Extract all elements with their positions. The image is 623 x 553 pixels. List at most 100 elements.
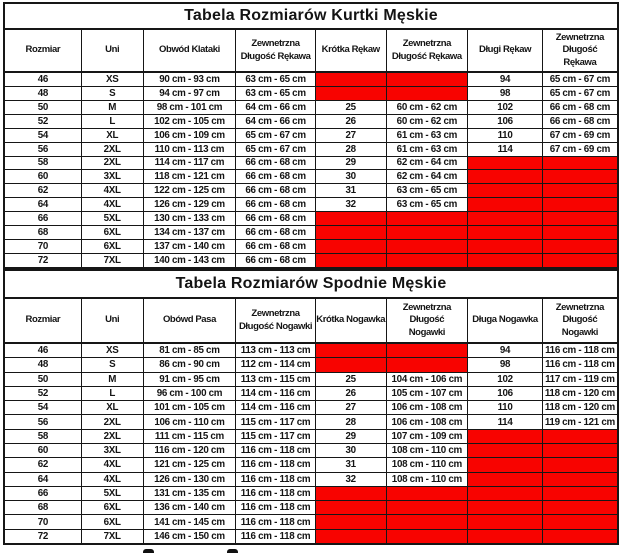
value-cell: 116 cm - 118 cm [236,486,316,501]
unavailable-cell [468,458,543,472]
unavailable-cell [542,529,617,543]
value-cell: 94 [468,73,543,86]
table-row: 62 4XL 122 cm - 125 cm 66 cm - 68 cm 31 63 cm… [5,184,617,199]
value-cell: 64 cm - 66 cm [236,100,316,114]
value-cell: 146 cm - 150 cm [144,529,237,543]
table-row: 54 XL 101 cm - 105 cm 114 cm - 116 cm 27 106 … [5,401,617,416]
value-cell: 108 cm - 110 cm [387,458,469,472]
table-row: 68 6XL 136 cm - 140 cm 116 cm - 118 cm [5,501,617,516]
value-cell: 114 cm - 116 cm [236,386,316,401]
value-cell: 110 cm - 113 cm [144,142,237,156]
value-cell: 96 cm - 100 cm [144,386,237,401]
unavailable-cell [468,253,543,267]
value-cell: 106 cm - 108 cm [387,415,469,429]
value-cell: 108 cm - 110 cm [387,472,469,486]
value-cell: 98 [468,86,543,100]
unavailable-cell [468,515,543,529]
value-cell: 4XL [82,184,144,198]
value-cell: 106 [468,114,543,128]
value-cell: 113 cm - 113 cm [236,344,316,358]
unavailable-cell [315,501,387,515]
unavailable-cell [315,253,387,267]
value-cell: 131 cm - 135 cm [144,486,237,501]
unavailable-cell [542,429,617,443]
value-cell: 25 [316,100,387,114]
value-cell: 110 [468,128,543,142]
value-cell: 6XL [82,226,144,240]
value-cell: 66 cm - 68 cm [236,226,316,240]
value-cell: 140 cm - 143 cm [144,253,237,267]
value-cell: 113 cm - 115 cm [236,372,316,386]
value-cell: M [82,372,144,386]
value-cell: 116 cm - 118 cm [236,472,316,486]
table-row: 48 S 86 cm - 90 cm 112 cm - 114 cm 98 116 cm … [5,358,617,373]
unavailable-cell [468,226,543,240]
unavailable-cell [315,240,387,253]
value-cell: 6XL [82,515,144,529]
value-cell: 91 cm - 95 cm [144,372,237,386]
unavailable-cell [386,73,469,86]
value-cell: 26 [316,386,387,401]
unavailable-cell [542,443,617,458]
value-cell: 66 cm - 68 cm [549,115,611,127]
value-cell: 66 [5,212,82,226]
unavailable-cell [468,443,543,458]
value-cell: 27 [316,128,387,142]
pants-table-body: 46 XS 81 cm - 85 cm 113 cm - 113 cm 94 116 cm… [5,344,617,543]
value-cell: 66 cm - 68 cm [236,170,316,184]
value-cell: 141 cm - 145 cm [144,515,237,529]
table-row: 66 5XL 130 cm - 133 cm 66 cm - 68 cm [5,212,617,227]
value-cell: 2XL [82,429,144,443]
value-cell: 63 cm - 65 cm [387,198,469,212]
value-cell: 56 [5,415,82,429]
value-cell: 54 [5,401,82,415]
value-cell: 63 cm - 65 cm [387,184,469,198]
unavailable-cell [468,184,543,198]
unavailable-cell [468,212,543,226]
unavailable-cell [315,486,387,501]
column-header: Obówd Pasa [144,299,237,342]
unavailable-cell [542,184,617,198]
value-cell: 102 cm - 105 cm [144,114,237,128]
value-cell: 4XL [82,198,144,212]
value-cell: 102 [468,372,543,386]
value-cell: 94 [468,344,543,358]
table-row: 66 5XL 131 cm - 135 cm 116 cm - 118 cm [5,486,617,502]
value-cell: 63 cm - 65 cm [236,86,316,100]
value-cell: L [82,114,144,128]
value-cell: 98 [468,358,543,372]
value-cell: 62 [5,458,82,472]
value-cell: 110 [468,401,543,415]
table-row: 68 6XL 134 cm - 137 cm 66 cm - 68 cm [5,226,617,241]
value-cell: 32 [316,198,387,212]
unavailable-cell [542,515,617,529]
value-cell: 29 [316,156,387,170]
value-cell: M [82,100,144,114]
unavailable-cell [468,529,543,543]
value-cell: 46 [5,344,82,358]
value-cell: 114 [468,415,543,429]
value-cell: 66 cm - 68 cm [236,156,316,170]
value-cell: 7XL [82,253,144,267]
value-cell: 126 cm - 129 cm [144,198,237,212]
value-cell: 126 cm - 130 cm [144,472,237,486]
value-cell: XS [82,73,144,86]
jackets-table-title: Tabela Rozmiarów Kurtki Męskie [5,4,617,30]
value-cell: 116 cm - 120 cm [144,443,237,458]
value-cell: 114 cm - 116 cm [236,401,316,415]
unavailable-cell [542,156,617,170]
value-cell: 6XL [82,501,144,515]
column-header: Krótka Nogawka [316,299,387,342]
value-cell: 60 [5,443,82,458]
value-cell: 116 cm - 118 cm [236,501,316,515]
value-cell: 64 cm - 66 cm [236,114,316,128]
table-row: 54 XL 106 cm - 109 cm 65 cm - 67 cm 27 61 cm … [5,128,617,143]
value-cell: 50 [5,100,82,114]
value-cell: 66 cm - 68 cm [236,253,316,267]
value-cell: 108 cm - 110 cm [387,443,469,458]
value-cell: 116 cm - 118 cm [236,515,316,529]
jackets-size-table: Tabela Rozmiarów Kurtki Męskie Rozmiar Un… [3,2,619,269]
unavailable-cell [542,253,617,267]
value-cell: 115 cm - 117 cm [236,429,316,443]
column-header: Rozmiar [5,299,82,342]
